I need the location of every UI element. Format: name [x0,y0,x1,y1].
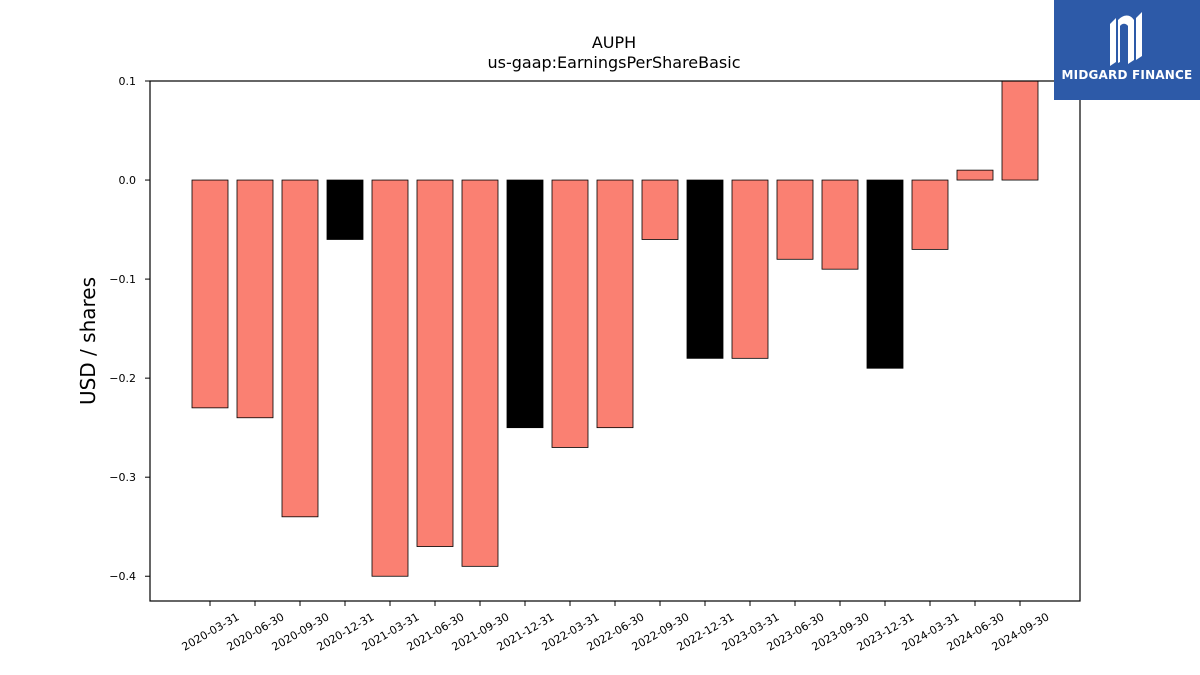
y-tick-label: −0.2 [109,372,136,385]
plot-frame [149,80,1081,602]
y-tick-label: −0.4 [109,570,136,583]
chart-title: AUPH [592,33,636,52]
bar-2022-03-31 [551,179,589,448]
y-tick-label: −0.1 [109,273,136,286]
bar-2022-06-30 [596,179,634,429]
bar-2022-12-31 [686,179,724,359]
bar-2020-09-30 [281,179,319,518]
bar-2022-09-30 [641,179,679,240]
bar-2023-06-30 [776,179,814,260]
chart-subtitle: us-gaap:EarningsPerShareBasic [487,53,740,72]
bars-group [191,80,1039,577]
bar-2020-06-30 [236,179,274,419]
y-tick-label: −0.3 [109,471,136,484]
bar-2023-12-31 [866,179,904,369]
y-ticks-group: 0.1 0.0 −0.1 −0.2 −0.3 −0.4 [109,75,150,583]
bar-2024-06-30 [956,169,994,181]
x-ticks-group: 2020-03-312020-06-302020-09-302020-12-31… [180,601,1052,654]
y-tick-label: 0.1 [119,75,137,88]
bar-2023-09-30 [821,179,859,270]
bar-2024-03-31 [911,179,949,250]
bar-2020-12-31 [326,179,364,240]
logo-text: MIDGARD FINANCE [1061,68,1193,82]
brand-logo: MIDGARD FINANCE [1054,0,1200,100]
bar-2020-03-31 [191,179,229,409]
bar-2021-06-30 [416,179,454,547]
bar-2021-09-30 [461,179,499,567]
bar-2021-12-31 [506,179,544,429]
bar-2021-03-31 [371,179,409,577]
y-tick-label: 0.0 [119,174,137,187]
bar-2024-09-30 [1001,80,1039,181]
logo-mark-icon [1110,12,1142,66]
y-axis-label: USD / shares [76,277,100,405]
bar-2023-03-31 [731,179,769,359]
